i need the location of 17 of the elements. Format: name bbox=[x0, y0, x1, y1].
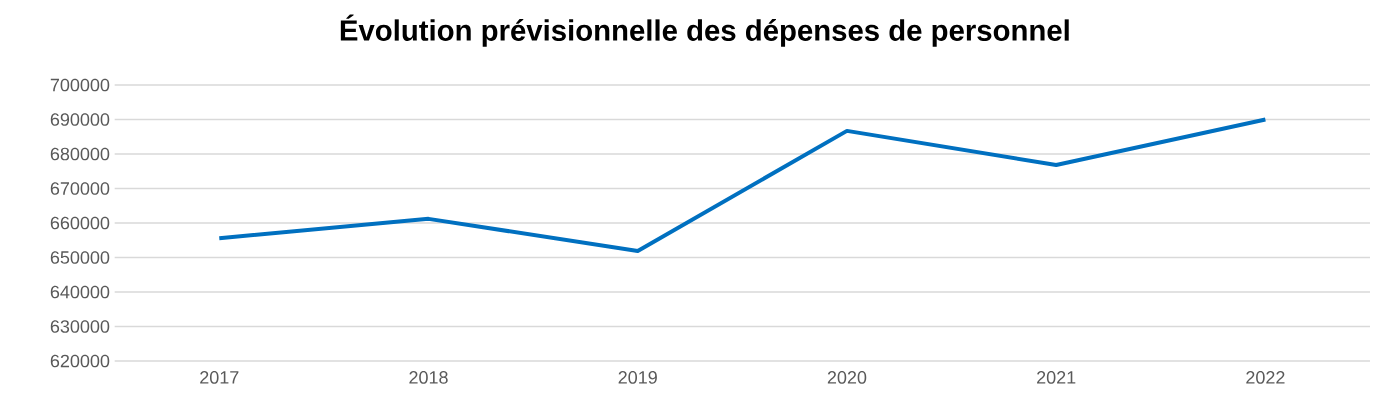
y-tick-label: 650000 bbox=[50, 251, 110, 264]
y-tick-label: 640000 bbox=[50, 285, 110, 299]
y-tick-label: 690000 bbox=[50, 113, 110, 126]
y-tick-label: 680000 bbox=[50, 147, 110, 161]
y-tick-label: 620000 bbox=[50, 354, 110, 368]
x-tick-label: 2018 bbox=[409, 371, 448, 384]
line-series bbox=[217, 117, 1268, 253]
x-tick-label: 2022 bbox=[1246, 371, 1285, 384]
y-tick-label: 670000 bbox=[50, 182, 110, 195]
y-tick-label: 660000 bbox=[50, 216, 110, 230]
chart-title: Évolution prévisionnelle des dépenses de personnel bbox=[340, 14, 1069, 47]
x-tick-label: 2017 bbox=[200, 371, 239, 384]
x-tick-label: 2020 bbox=[827, 371, 867, 384]
y-tick-label: 630000 bbox=[50, 320, 110, 333]
y-tick-label: 700000 bbox=[50, 78, 110, 92]
x-tick-label: 2019 bbox=[618, 371, 657, 384]
x-tick-label: 2021 bbox=[1037, 371, 1076, 384]
